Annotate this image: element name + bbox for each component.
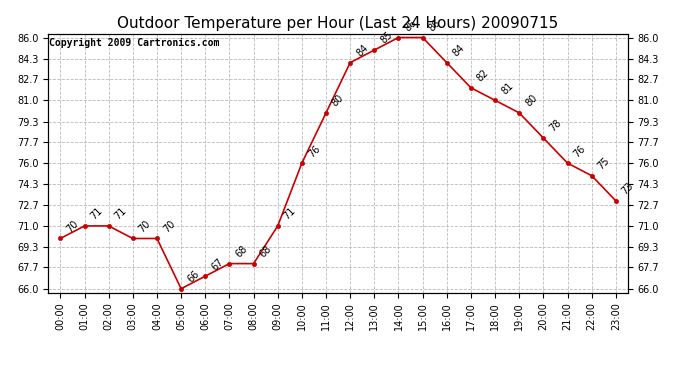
Text: 85: 85 <box>379 30 394 46</box>
Text: 71: 71 <box>89 206 104 222</box>
Text: 80: 80 <box>524 93 539 109</box>
Text: 86: 86 <box>403 18 418 33</box>
Text: 70: 70 <box>137 219 152 234</box>
Text: 86: 86 <box>427 18 442 33</box>
Text: 76: 76 <box>572 143 587 159</box>
Text: 71: 71 <box>113 206 128 222</box>
Text: 84: 84 <box>355 43 370 58</box>
Text: 81: 81 <box>500 80 515 96</box>
Text: 71: 71 <box>282 206 297 222</box>
Text: 68: 68 <box>258 244 273 260</box>
Text: 70: 70 <box>65 219 80 234</box>
Text: 84: 84 <box>451 43 466 58</box>
Text: Copyright 2009 Cartronics.com: Copyright 2009 Cartronics.com <box>50 38 220 48</box>
Text: 70: 70 <box>161 219 177 234</box>
Text: 73: 73 <box>620 181 635 196</box>
Text: 82: 82 <box>475 68 491 84</box>
Text: 78: 78 <box>548 118 563 134</box>
Text: 75: 75 <box>596 156 612 171</box>
Text: 80: 80 <box>331 93 346 109</box>
Text: 66: 66 <box>186 269 201 285</box>
Title: Outdoor Temperature per Hour (Last 24 Hours) 20090715: Outdoor Temperature per Hour (Last 24 Ho… <box>117 16 559 31</box>
Text: 68: 68 <box>234 244 249 260</box>
Text: 67: 67 <box>210 256 225 272</box>
Text: 76: 76 <box>306 143 322 159</box>
